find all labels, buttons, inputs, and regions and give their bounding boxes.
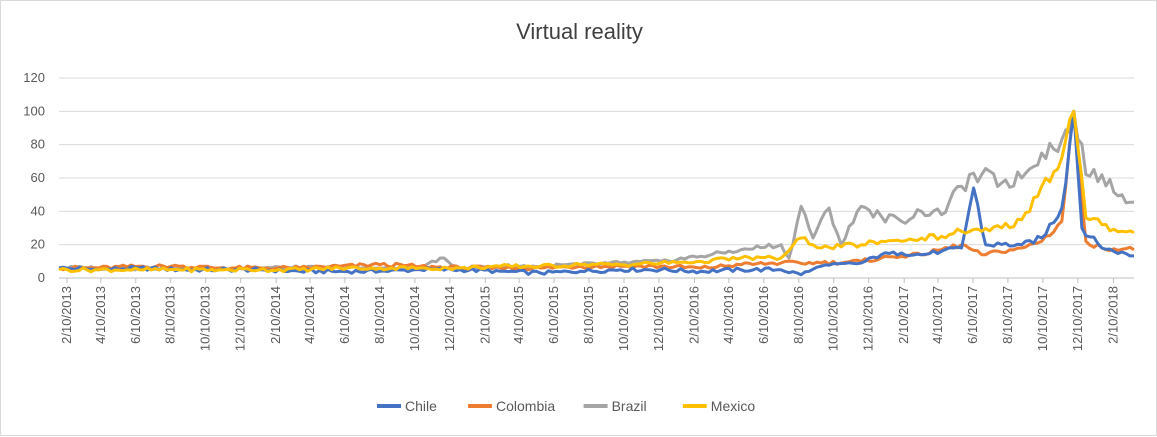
x-tick-label: 10/10/2015 — [616, 286, 631, 351]
x-tick-label: 12/10/2017 — [1070, 286, 1085, 351]
x-tick-label: 10/10/2016 — [826, 286, 841, 351]
x-tick-label: 8/10/2017 — [1000, 286, 1015, 344]
x-tick-label: 8/10/2015 — [581, 286, 596, 344]
x-tick-label: 2/10/2017 — [896, 286, 911, 344]
x-tick-label: 6/10/2015 — [546, 286, 561, 344]
x-tick-label: 12/10/2014 — [442, 286, 457, 351]
y-tick-label: 60 — [31, 170, 45, 185]
x-tick-label: 10/10/2017 — [1035, 286, 1050, 351]
x-tick-label: 2/10/2014 — [268, 286, 283, 344]
x-tick-label: 10/10/2014 — [407, 286, 422, 351]
legend-label-chile: Chile — [405, 398, 437, 414]
x-tick-label: 4/10/2016 — [721, 286, 736, 344]
x-tick-label: 8/10/2014 — [372, 286, 387, 344]
legend-label-colombia: Colombia — [496, 398, 555, 414]
x-tick-label: 4/10/2014 — [302, 286, 317, 344]
x-tick-label: 12/10/2013 — [233, 286, 248, 351]
y-tick-label: 80 — [31, 137, 45, 152]
x-tick-label: 10/10/2013 — [198, 286, 213, 351]
x-tick-label: 8/10/2016 — [791, 286, 806, 344]
x-tick-label: 4/10/2017 — [930, 286, 945, 344]
x-tick-label: 2/10/2013 — [59, 286, 74, 344]
x-tick-label: 4/10/2013 — [93, 286, 108, 344]
x-tick-label: 6/10/2016 — [756, 286, 771, 344]
x-tick-label: 2/10/2015 — [477, 286, 492, 344]
x-tick-label: 6/10/2014 — [337, 286, 352, 344]
x-tick-label: 4/10/2015 — [511, 286, 526, 344]
y-tick-label: 40 — [31, 203, 45, 218]
x-tick-label: 8/10/2013 — [163, 286, 178, 344]
y-tick-label: 100 — [23, 103, 45, 118]
legend-label-brazil: Brazil — [612, 398, 647, 414]
y-tick-label: 20 — [31, 237, 45, 252]
y-tick-label: 120 — [23, 70, 45, 85]
series-line-mexico — [58, 109, 1135, 274]
x-tick-label: 2/10/2018 — [1105, 286, 1120, 344]
x-tick-label: 2/10/2016 — [686, 286, 701, 344]
x-tick-label: 12/10/2015 — [651, 286, 666, 351]
y-tick-label: 0 — [38, 270, 45, 285]
chart-title: Virtual reality — [516, 19, 643, 44]
x-tick-label: 6/10/2017 — [965, 286, 980, 344]
x-tick-label: 6/10/2013 — [128, 286, 143, 344]
legend-label-mexico: Mexico — [711, 398, 756, 414]
x-tick-label: 12/10/2016 — [861, 286, 876, 351]
